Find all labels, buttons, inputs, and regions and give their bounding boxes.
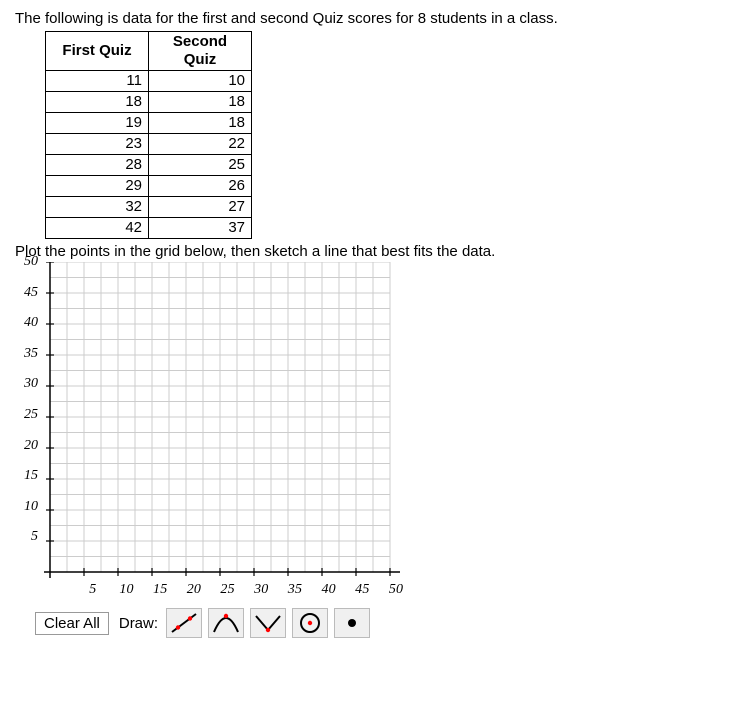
v-shape-icon [252,610,284,636]
x-tick-label: 35 [278,582,312,598]
x-tick-label: 50 [379,582,413,598]
cell-first-quiz: 23 [46,134,149,155]
table-row: 4237 [46,218,252,239]
cell-first-quiz: 19 [46,113,149,134]
tool-v-shape[interactable] [250,608,286,638]
cell-second-quiz: 27 [149,197,252,218]
draw-label: Draw: [119,615,158,632]
line-with-points-icon [168,610,200,636]
x-tick-label: 10 [110,582,144,598]
y-tick-label: 20 [15,438,40,469]
cell-second-quiz: 18 [149,113,252,134]
x-axis-labels: 5 10 15 20 25 30 35 40 45 50 [40,582,736,598]
table-row: 2322 [46,134,252,155]
cell-first-quiz: 18 [46,92,149,113]
col-header-first-quiz: First Quiz [46,32,149,71]
cell-second-quiz: 10 [149,71,252,92]
cell-first-quiz: 28 [46,155,149,176]
cell-first-quiz: 11 [46,71,149,92]
point-icon [336,610,368,636]
table-row: 1818 [46,92,252,113]
y-tick-label: 15 [15,468,40,499]
tool-point[interactable] [334,608,370,638]
table-row: 2825 [46,155,252,176]
table-row: 2926 [46,176,252,197]
y-axis-labels: 50 45 40 35 30 25 20 15 10 5 [15,262,40,568]
quiz-data-table: First Quiz Second Quiz 1110 1818 1918 23… [45,31,252,239]
cell-first-quiz: 32 [46,197,149,218]
x-tick-label: 30 [244,582,278,598]
page-intro: The following is data for the first and … [15,10,736,27]
tool-parabola-up[interactable] [208,608,244,638]
table-row: 1110 [46,71,252,92]
tool-circle[interactable] [292,608,328,638]
y-tick-label: 25 [15,407,40,438]
plot-instruction: Plot the points in the grid below, then … [15,243,736,260]
cell-second-quiz: 22 [149,134,252,155]
table-row: 1918 [46,113,252,134]
draw-toolbar: Clear All Draw: [35,608,736,638]
cell-first-quiz: 29 [46,176,149,197]
cell-second-quiz: 18 [149,92,252,113]
y-tick-label: 50 [15,254,40,285]
grid-svg[interactable] [40,262,410,582]
chart-area: 50 45 40 35 30 25 20 15 10 5 [15,262,736,582]
col-header-second-quiz: Second Quiz [149,32,252,71]
x-tick-label: 20 [177,582,211,598]
cell-second-quiz: 26 [149,176,252,197]
cell-second-quiz: 25 [149,155,252,176]
clear-all-button[interactable]: Clear All [35,612,109,635]
x-tick-label: 45 [346,582,380,598]
y-tick-label: 10 [15,499,40,530]
table-row: 3227 [46,197,252,218]
cell-second-quiz: 37 [149,218,252,239]
plot-grid[interactable] [40,262,410,582]
y-tick-label: 5 [15,529,40,560]
y-tick-label: 40 [15,315,40,346]
y-tick-label: 45 [15,285,40,316]
cell-first-quiz: 42 [46,218,149,239]
y-tick-label: 35 [15,346,40,377]
circle-icon [294,610,326,636]
y-tick-label: 30 [15,376,40,407]
x-tick-label: 40 [312,582,346,598]
parabola-up-icon [210,610,242,636]
tool-line-with-points[interactable] [166,608,202,638]
x-tick-label: 5 [76,582,110,598]
x-tick-label: 15 [143,582,177,598]
x-tick-label: 25 [211,582,245,598]
